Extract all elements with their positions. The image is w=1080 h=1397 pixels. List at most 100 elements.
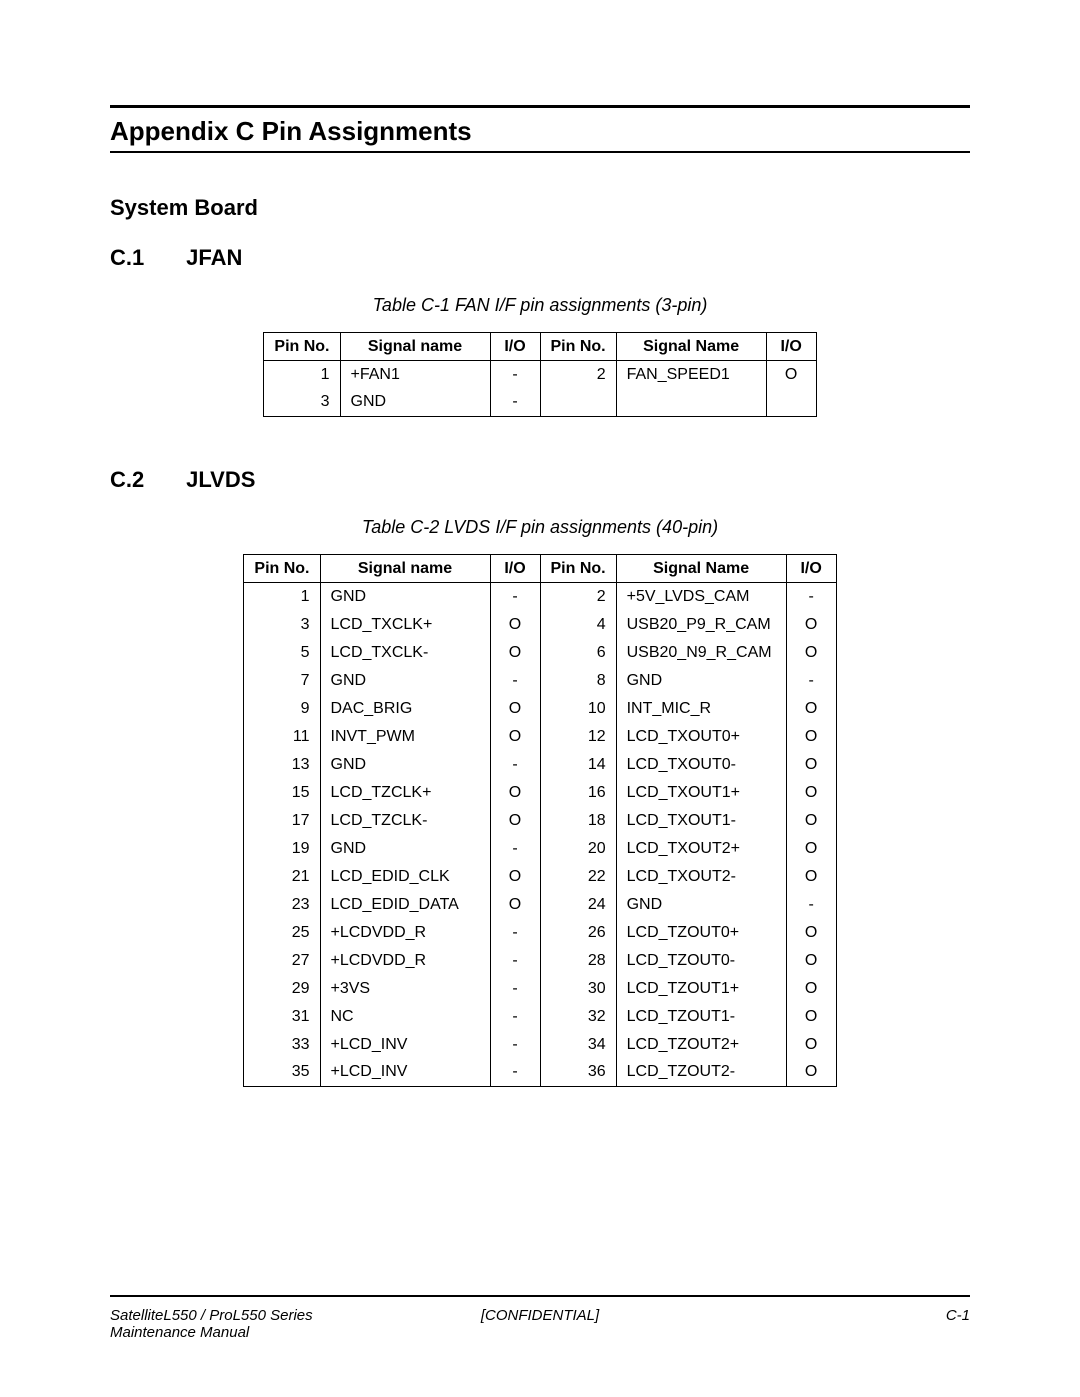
table-cell: LCD_EDID_DATA xyxy=(320,891,490,919)
table-row: 33+LCD_INV-34LCD_TZOUT2+O xyxy=(244,1031,836,1059)
table-cell: O xyxy=(786,807,836,835)
th-pin-r: Pin No. xyxy=(540,333,616,361)
table-row: 15LCD_TZCLK+O16LCD_TXOUT1+O xyxy=(244,779,836,807)
table-cell: 22 xyxy=(540,863,616,891)
table-cell: 32 xyxy=(540,1003,616,1031)
table-cell: 3 xyxy=(244,611,320,639)
table-cell: LCD_TXCLK- xyxy=(320,639,490,667)
table-cell: 18 xyxy=(540,807,616,835)
table-cell: 1 xyxy=(264,361,340,389)
table-cell: GND xyxy=(616,667,786,695)
table-row: 3GND- xyxy=(264,389,816,417)
table-cell: - xyxy=(490,1003,540,1031)
table-cell: LCD_TXOUT0+ xyxy=(616,723,786,751)
table-cell: 27 xyxy=(244,947,320,975)
table-cell: 36 xyxy=(540,1059,616,1087)
th-io-r: I/O xyxy=(766,333,816,361)
table-cell: - xyxy=(490,835,540,863)
table-cell: - xyxy=(490,667,540,695)
table-cell xyxy=(540,389,616,417)
table-cell: 8 xyxy=(540,667,616,695)
footer-rule xyxy=(110,1295,970,1297)
table-cell: GND xyxy=(320,583,490,611)
table-cell: 6 xyxy=(540,639,616,667)
table-cell: GND xyxy=(320,751,490,779)
table-c1-caption: Table C-1 FAN I/F pin assignments (3-pin… xyxy=(110,295,970,316)
table-cell: LCD_TXOUT2- xyxy=(616,863,786,891)
table-cell: 31 xyxy=(244,1003,320,1031)
table-cell: 23 xyxy=(244,891,320,919)
section-c2-num: C.2 xyxy=(110,467,180,493)
table-cell: 25 xyxy=(244,919,320,947)
table-c2: Pin No. Signal name I/O Pin No. Signal N… xyxy=(243,554,836,1087)
table-cell: - xyxy=(786,891,836,919)
table-cell: O xyxy=(766,361,816,389)
table-cell: - xyxy=(490,919,540,947)
table-cell: O xyxy=(786,1031,836,1059)
table-cell: O xyxy=(786,975,836,1003)
table-cell: - xyxy=(490,389,540,417)
table-cell: LCD_TZOUT1+ xyxy=(616,975,786,1003)
table-cell: O xyxy=(786,695,836,723)
table-c2-caption: Table C-2 LVDS I/F pin assignments (40-p… xyxy=(110,517,970,538)
th-pin-r: Pin No. xyxy=(540,555,616,583)
table-cell: +LCD_INV xyxy=(320,1059,490,1087)
th-io-l: I/O xyxy=(490,333,540,361)
table-cell: 35 xyxy=(244,1059,320,1087)
table-cell: 3 xyxy=(264,389,340,417)
document-page: Appendix C Pin Assignments System Board … xyxy=(0,0,1080,1397)
table-row: 21LCD_EDID_CLKO22LCD_TXOUT2-O xyxy=(244,863,836,891)
title-underline xyxy=(110,151,970,153)
th-signal-l: Signal name xyxy=(340,333,490,361)
table-cell: LCD_TXOUT1- xyxy=(616,807,786,835)
table-cell: 13 xyxy=(244,751,320,779)
table-cell: 10 xyxy=(540,695,616,723)
section-c1-heading: C.1 JFAN xyxy=(110,245,970,271)
top-rule xyxy=(110,105,970,108)
table-cell: 29 xyxy=(244,975,320,1003)
table-cell: 16 xyxy=(540,779,616,807)
table-cell: O xyxy=(786,639,836,667)
table-cell: FAN_SPEED1 xyxy=(616,361,766,389)
table-cell: 11 xyxy=(244,723,320,751)
table-cell: INT_MIC_R xyxy=(616,695,786,723)
table-row: 19GND-20LCD_TXOUT2+O xyxy=(244,835,836,863)
table-c1: Pin No. Signal name I/O Pin No. Signal N… xyxy=(263,332,816,417)
table-cell: LCD_TZOUT0- xyxy=(616,947,786,975)
table-row: 11INVT_PWMO12LCD_TXOUT0+O xyxy=(244,723,836,751)
table-cell: 30 xyxy=(540,975,616,1003)
table-cell: O xyxy=(490,891,540,919)
table-cell: +LCDVDD_R xyxy=(320,947,490,975)
section-c2-name: JLVDS xyxy=(186,467,255,492)
table-row: 23LCD_EDID_DATAO24GND- xyxy=(244,891,836,919)
footer-left: SatelliteL550 / ProL550 Series Maintenan… xyxy=(110,1307,397,1341)
table-row: 7GND-8GND- xyxy=(244,667,836,695)
th-io-l: I/O xyxy=(490,555,540,583)
table-cell: O xyxy=(786,1059,836,1087)
table-row: 9DAC_BRIGO10INT_MIC_RO xyxy=(244,695,836,723)
table-cell: O xyxy=(490,779,540,807)
table-cell: LCD_TZOUT0+ xyxy=(616,919,786,947)
table-cell: LCD_TZOUT2+ xyxy=(616,1031,786,1059)
table-cell: 34 xyxy=(540,1031,616,1059)
table-cell: +LCDVDD_R xyxy=(320,919,490,947)
table-cell: LCD_TXOUT0- xyxy=(616,751,786,779)
table-cell: 33 xyxy=(244,1031,320,1059)
section-c1-name: JFAN xyxy=(186,245,242,270)
table-row: 13GND-14LCD_TXOUT0-O xyxy=(244,751,836,779)
table-cell: GND xyxy=(616,891,786,919)
table-cell: O xyxy=(786,611,836,639)
table-cell: GND xyxy=(320,835,490,863)
th-io-r: I/O xyxy=(786,555,836,583)
table-c1-header-row: Pin No. Signal name I/O Pin No. Signal N… xyxy=(264,333,816,361)
page-footer: SatelliteL550 / ProL550 Series Maintenan… xyxy=(110,1295,970,1341)
table-row: 31NC-32LCD_TZOUT1-O xyxy=(244,1003,836,1031)
table-cell: 15 xyxy=(244,779,320,807)
table-cell: 24 xyxy=(540,891,616,919)
table-cell: GND xyxy=(340,389,490,417)
table-cell: 1 xyxy=(244,583,320,611)
table-row: 35+LCD_INV-36LCD_TZOUT2-O xyxy=(244,1059,836,1087)
table-cell: 2 xyxy=(540,361,616,389)
table-cell: 17 xyxy=(244,807,320,835)
table-cell: - xyxy=(490,975,540,1003)
